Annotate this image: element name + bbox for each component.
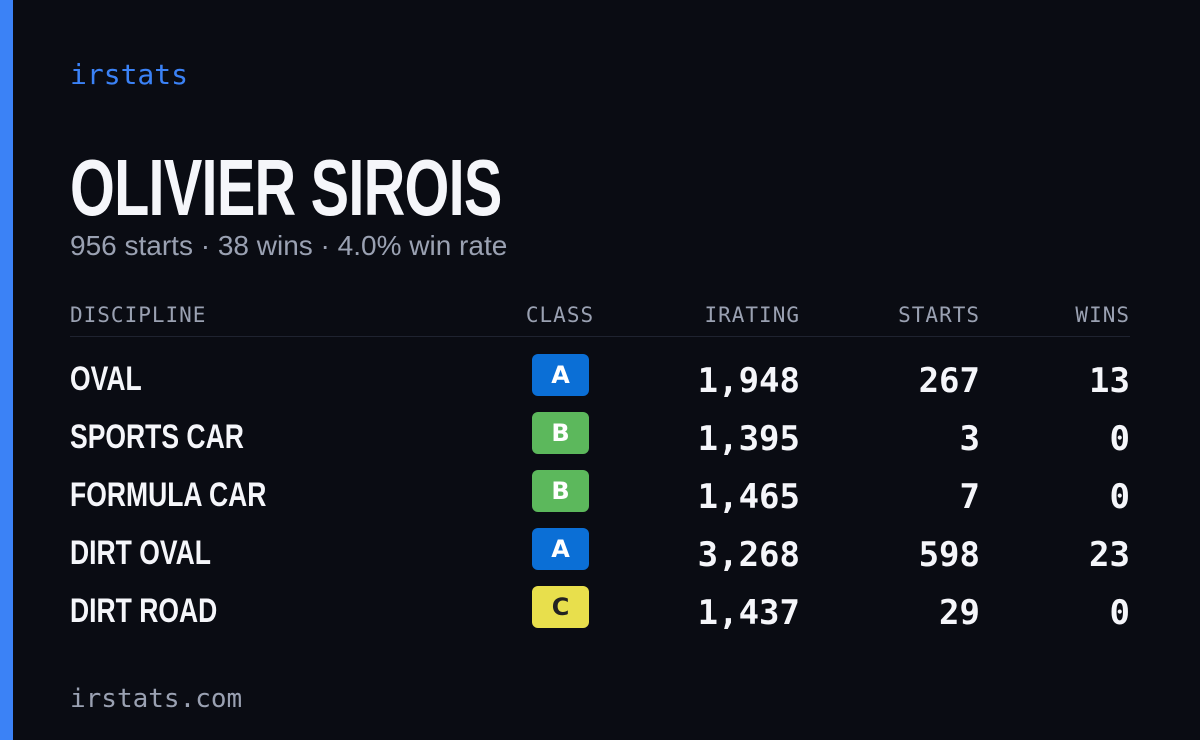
driver-name: OLIVIER SIROIS: [70, 143, 502, 232]
cell-number: 598: [918, 535, 980, 575]
cell-number: 1,465: [697, 477, 800, 517]
cell-number: 267: [918, 361, 980, 401]
cell-number: 13: [1089, 361, 1130, 401]
cell-number: 0: [1109, 477, 1130, 517]
header-rule: [70, 336, 1130, 337]
accent-stripe: [0, 0, 13, 740]
column-header: DISCIPLINE: [70, 303, 207, 327]
cell-number: 3: [959, 419, 980, 459]
discipline: OVAL: [70, 360, 142, 398]
brand: irstats: [70, 58, 189, 91]
column-header: IRATING: [704, 303, 800, 327]
cell-number: 29: [939, 593, 980, 633]
cell-number: 7: [959, 477, 980, 517]
cell-number: 0: [1109, 419, 1130, 459]
summary: 956 starts · 38 wins · 4.0% win rate: [70, 230, 508, 261]
class-badge: B: [532, 412, 589, 454]
cell-number: 1,948: [697, 361, 800, 401]
class-badge: B: [532, 470, 589, 512]
footer-url: irstats.com: [70, 684, 243, 714]
discipline: SPORTS CAR: [70, 418, 244, 456]
column-header: WINS: [1075, 303, 1130, 327]
class-badge: A: [532, 528, 589, 570]
discipline: DIRT OVAL: [70, 534, 211, 572]
cell-number: 23: [1089, 535, 1130, 575]
class-badge: C: [532, 586, 589, 628]
cell-number: 0: [1109, 593, 1130, 633]
discipline: FORMULA CAR: [70, 476, 267, 514]
discipline: DIRT ROAD: [70, 592, 218, 630]
cell-number: 1,395: [697, 419, 800, 459]
cell-number: 1,437: [697, 593, 800, 633]
cell-number: 3,268: [697, 535, 800, 575]
column-header: STARTS: [898, 303, 980, 327]
column-header: CLASS: [525, 303, 595, 327]
class-badge: A: [532, 354, 589, 396]
